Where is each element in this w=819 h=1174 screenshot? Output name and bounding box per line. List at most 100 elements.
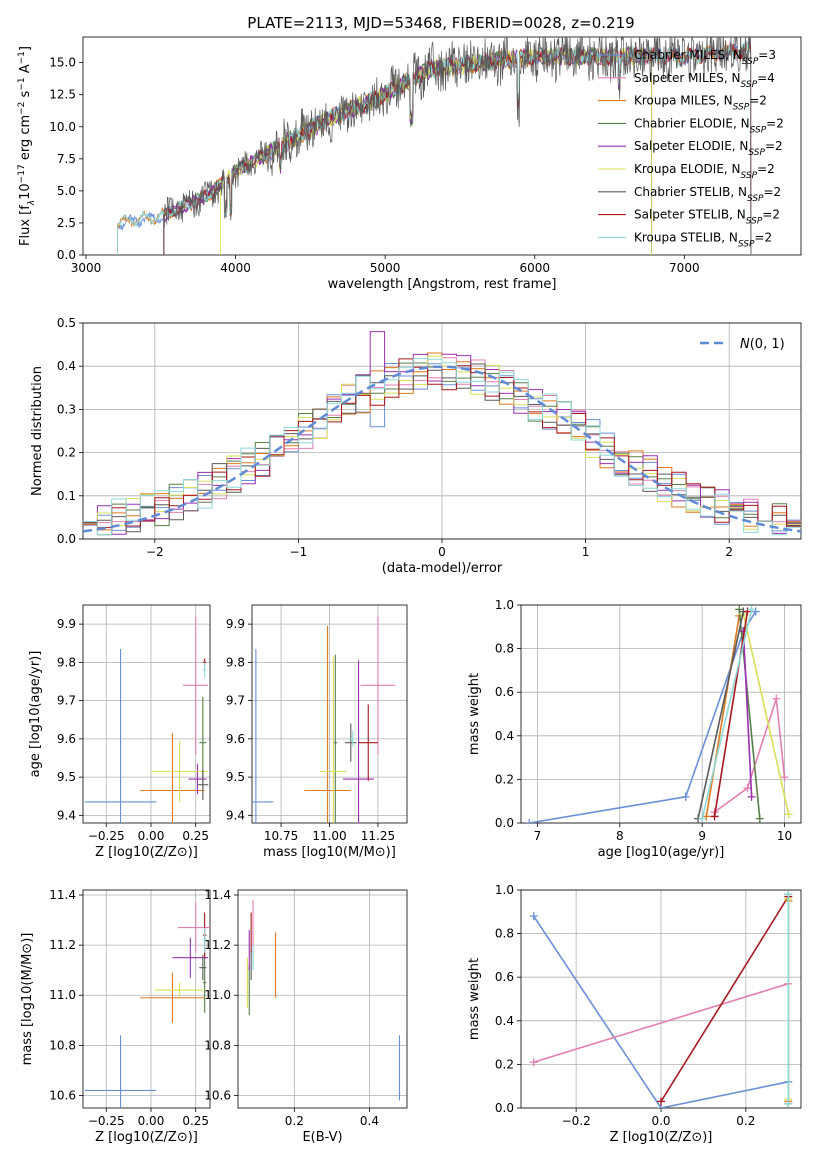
series-marker [702,812,711,821]
age-weight-lines [525,605,793,823]
errorbar-chabrier-elodie [202,952,207,1013]
errorbar-kroupa-elodie [154,982,205,998]
legend-item-kroupa-elodie: Kroupa ELODIE, NSSP=2 [598,162,775,181]
spectrum-y-label: Flux [fλ10−17 erg cm−2 s−1 A−1] [17,46,37,246]
spectrum-title: PLATE=2113, MJD=53468, FIBERID=0028, z=0… [247,14,634,32]
errorbar-kroupa-miles [304,626,351,823]
age-weight-axes: 7 8 9 10 0.0 0.2 0.4 0.6 0.8 1.0 [495,598,802,843]
x-tick-label: 11.25 [361,829,395,843]
errorbar-kroupa-miles [140,733,205,823]
series-line [714,698,786,813]
legend-item-kroupa-stelib: Kroupa STELIB, NSSP=2 [598,230,772,249]
series-kroupa-stelib [784,890,793,1108]
y-tick-label: 9.5 [226,770,245,784]
y-tick-label: 11.4 [204,888,231,902]
y-tick-label: 0.0 [495,816,514,830]
axes-frame [82,889,211,1109]
x-tick-label: 0.00 [138,1114,165,1128]
legend-item-chabrier-stelib: Chabrier STELIB, NSSP=2 [598,185,781,204]
y-tick-label: 11.0 [49,988,76,1002]
histogram-y-label: Normed distribution [30,366,45,496]
histogram-x-label: (data-model)/error [382,561,503,576]
x-ticks: 0.2 0.4 [285,890,379,1128]
y-tick-label: 9.6 [226,732,245,746]
legend-label: Chabrier MILES, NSSP=3 [634,48,776,67]
mass-age-axes: 10.75 11.00 11.25 9.4 9.5 9.6 9.7 9.8 9.9 [226,604,408,843]
errorbar-kroupa-stelib [202,927,207,953]
x-tick-label: −2 [146,545,164,559]
x-tick-label: 8 [616,829,624,843]
legend-item-salpeter-stelib: Salpeter STELIB, NSSP=2 [598,208,780,227]
y-tick-label: 9.9 [226,617,245,631]
errorbar-kroupa-elodie [150,740,209,802]
x-tick-label: 0.25 [182,829,209,843]
x-tick-label: −0.25 [88,1114,125,1128]
legend-label: Kroupa MILES, NSSP=2 [634,94,767,113]
errorbar-salpeter-elodie [172,937,209,978]
series-line [660,896,789,1102]
axes-frame [520,604,802,824]
x-tick-label: 0.0 [651,1114,670,1128]
series-marker [780,773,789,782]
errorbar-salpeter-miles [183,616,209,755]
x-ticks: 3000 4000 5000 6000 7000 [71,255,700,275]
series-line [742,613,790,815]
y-tick-label: 9.4 [226,808,245,822]
x-tick-label: 0.2 [736,1114,755,1128]
x-tick-label: 3000 [71,261,102,275]
series-marker [784,1099,793,1108]
spectrum-legend: Chabrier MILES, NSSP=3 Salpeter MILES, NS… [598,48,784,249]
axes-frame [237,889,408,1109]
series-line [705,615,740,817]
legend-label: Salpeter ELODIE, NSSP=2 [634,139,783,158]
series-marker [525,819,534,823]
y-tick-label: 9.7 [226,694,245,708]
y-tick-label: 0.3 [57,402,76,416]
y-tick-label: 9.9 [57,617,76,631]
x-tick-label: 10 [777,829,792,843]
series-marker [529,1058,538,1067]
histogram-series [83,331,801,536]
series-kroupa-stelib [698,605,756,823]
series-marker [743,607,752,616]
x-tick-label: 11.00 [312,829,346,843]
errorbar-salpeter-miles [360,616,396,755]
errorbar-kroupa-stelib [348,731,357,747]
histogram-salpeter-stelib [83,358,801,529]
y-tick-label: 7.5 [57,152,76,166]
y-tick-label: 0.6 [495,685,514,699]
z-mass-errorbars [84,902,210,1108]
x-tick-label: −1 [290,545,308,559]
errorbar-salpeter-elodie [343,660,375,823]
y-tick-label: 9.7 [57,694,76,708]
z-age-y-label: age [log10(age/yr)] [28,651,43,778]
x-ticks: 7 8 9 10 [534,605,792,843]
errorbar-chabrier-miles [84,1035,157,1108]
y-tick-label: 0.0 [57,532,76,546]
mass-age-errorbars [252,616,396,823]
histogram-axes: −2 −1 0 1 2 0.0 0.1 0.2 0.3 0.4 0.5 [57,316,802,559]
x-tick-label: 6000 [519,261,550,275]
y-tick-label: 0.2 [495,772,514,786]
spectrum-axes: 3000 4000 5000 6000 7000 0.0 2.5 5.0 7.5 10.0 12.5… [49,36,802,275]
z-weight-y-label: mass weight [467,958,482,1040]
series-marker [751,607,760,616]
legend-label: Kroupa STELIB, NSSP=2 [634,230,772,249]
x-tick-label: 10.75 [264,829,298,843]
y-tick-label: 1.0 [495,883,514,897]
x-tick-label: 9 [698,829,706,843]
x-tick-label: 5000 [370,261,401,275]
series-marker [747,792,756,801]
x-tick-label: 0.2 [285,1114,304,1128]
series-marker [784,810,793,819]
y-tick-label: 0.1 [57,489,76,503]
y-tick-label: 9.4 [57,808,76,822]
series-line [697,611,745,819]
series-marker [747,605,756,614]
legend-label: Chabrier ELODIE, NSSP=2 [634,116,784,135]
y-tick-label: 0.4 [495,729,514,743]
y-tick-label: 10.8 [204,1038,231,1052]
errorbar-chabrier-miles [252,648,274,823]
legend-item-salpeter-elodie: Salpeter ELODIE, NSSP=2 [598,139,783,158]
